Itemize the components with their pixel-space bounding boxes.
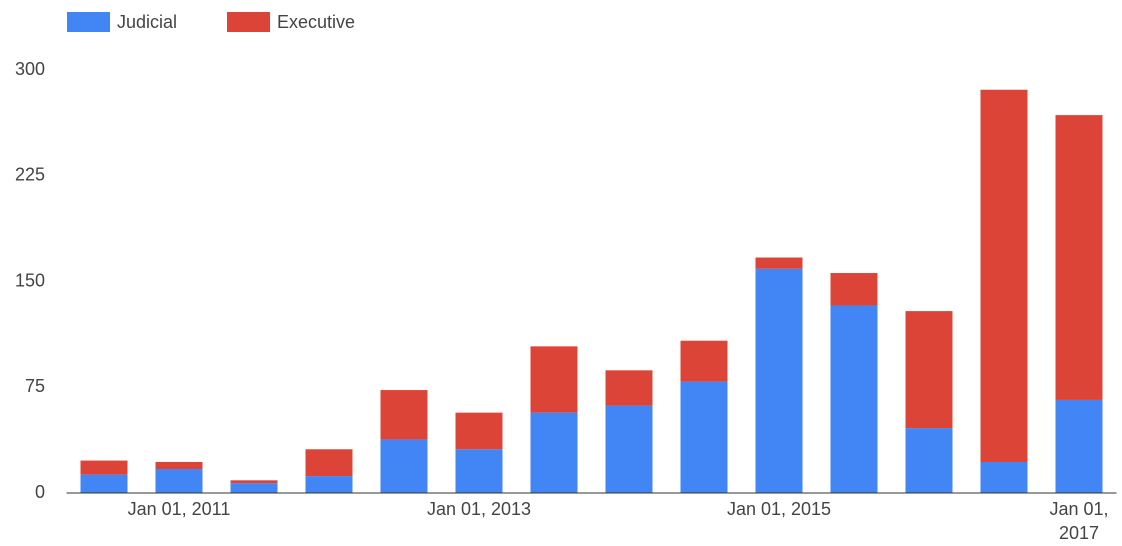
bar-segment bbox=[80, 460, 128, 475]
legend-label: Judicial bbox=[117, 12, 177, 32]
bar-segment bbox=[305, 476, 353, 493]
y-tick-label: 225 bbox=[15, 165, 45, 185]
bar-segment bbox=[905, 428, 953, 493]
bar-segment bbox=[605, 405, 653, 493]
bar-segment bbox=[830, 273, 878, 306]
bar-segment bbox=[305, 449, 353, 477]
y-tick-label: 0 bbox=[35, 482, 45, 502]
bar-segment bbox=[905, 311, 953, 429]
bar-segment bbox=[680, 340, 728, 382]
bar-segment bbox=[230, 483, 278, 493]
bar-segment bbox=[755, 257, 803, 269]
bar-segment bbox=[155, 469, 203, 493]
legend-swatch bbox=[227, 12, 270, 32]
y-tick-label: 75 bbox=[25, 376, 45, 396]
bar-segment bbox=[530, 346, 578, 413]
bar-segment bbox=[155, 461, 203, 470]
y-tick-label: 150 bbox=[15, 270, 45, 290]
bar-segment bbox=[380, 439, 428, 493]
x-tick-label: Jan 01, 2013 bbox=[426, 499, 532, 519]
bar-segment bbox=[680, 381, 728, 493]
bar-segment bbox=[980, 89, 1028, 462]
legend-swatch bbox=[67, 12, 110, 32]
bar-segment bbox=[830, 305, 878, 493]
bar-segment bbox=[1055, 399, 1103, 493]
bar-segment bbox=[530, 412, 578, 493]
y-tick-label: 300 bbox=[15, 59, 45, 79]
x-tick-label: Jan 01, 2015 bbox=[726, 499, 832, 519]
bar-segment bbox=[455, 412, 503, 450]
bar-segment bbox=[605, 370, 653, 406]
bar-segment bbox=[80, 474, 128, 493]
x-tick-label: Jan 01, 2011 bbox=[127, 499, 231, 519]
bar-segment bbox=[380, 390, 428, 440]
bar-segment bbox=[980, 461, 1028, 493]
bar-segment bbox=[755, 268, 803, 493]
x-tick-label: Jan 01, 2017 bbox=[1049, 499, 1109, 543]
bar-segment bbox=[230, 480, 278, 484]
bar-segment bbox=[1055, 115, 1103, 400]
legend-label: Executive bbox=[277, 12, 355, 32]
bar-segment bbox=[455, 449, 503, 493]
